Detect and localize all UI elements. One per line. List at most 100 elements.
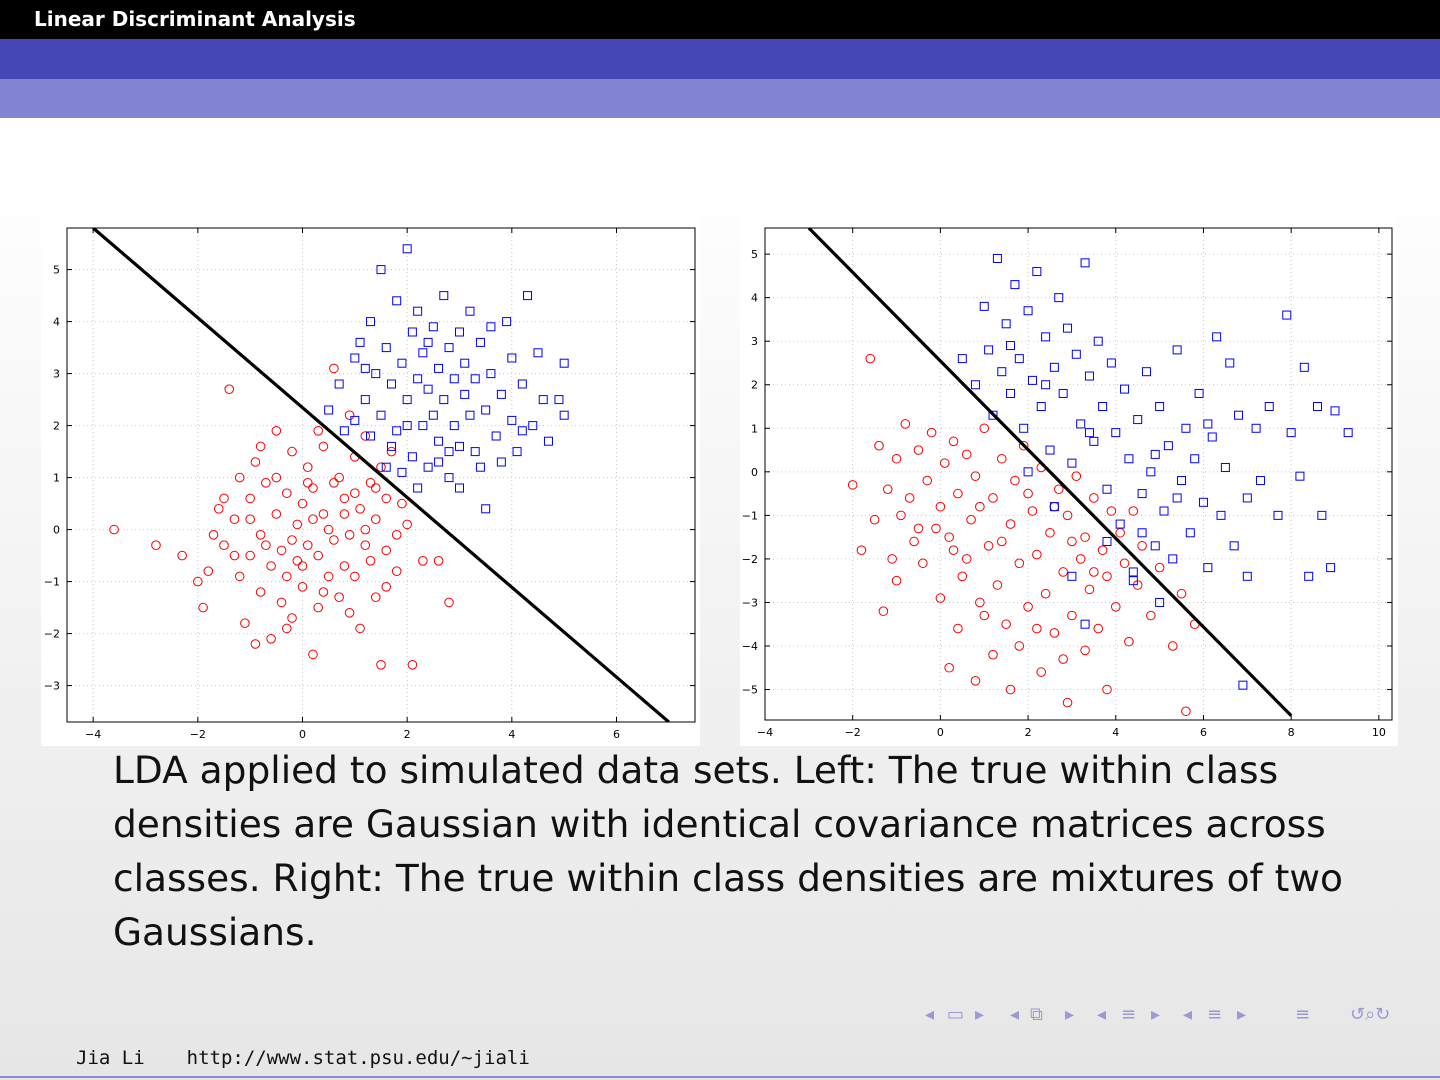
- nav-frame-icon[interactable]: ▭: [947, 1004, 965, 1025]
- nav-subsection-icon[interactable]: ⧉: [1030, 1004, 1043, 1025]
- data-point-square: [517, 426, 527, 436]
- data-point-square: [1326, 563, 1336, 573]
- data-point-square: [1295, 471, 1305, 481]
- data-point-circle: [970, 471, 981, 481]
- data-point-circle: [234, 472, 245, 483]
- y-tick-label: 5: [53, 264, 60, 277]
- nav-next-section-icon[interactable]: ▸: [1151, 1004, 1161, 1025]
- data-point-circle: [245, 493, 255, 504]
- x-tick-label: −4: [85, 728, 101, 741]
- data-point-square: [1067, 458, 1077, 468]
- data-point-circle: [865, 353, 876, 364]
- data-point-circle: [992, 580, 1003, 590]
- data-point-square: [360, 363, 370, 373]
- data-point-square: [496, 457, 506, 467]
- data-point-square: [1198, 497, 1208, 507]
- data-point-square: [1133, 415, 1143, 425]
- data-point-square: [1229, 541, 1239, 551]
- data-point-circle: [926, 427, 937, 438]
- data-point-square: [1203, 563, 1213, 573]
- data-point-circle: [229, 514, 240, 525]
- nav-next-slide-icon[interactable]: ▸: [1237, 1004, 1247, 1025]
- data-point-square: [418, 348, 428, 358]
- data-point-square: [512, 447, 522, 457]
- data-point-circle: [913, 445, 924, 455]
- data-point-square: [1177, 476, 1187, 486]
- nav-next-subsection-icon[interactable]: ▸: [1065, 1004, 1075, 1025]
- data-point-circle: [966, 514, 976, 525]
- nav-prev-slide-icon[interactable]: ◂: [1183, 1004, 1193, 1025]
- nav-next-frame-icon[interactable]: ▸: [975, 1004, 985, 1025]
- data-point-square: [449, 421, 459, 431]
- data-point-circle: [939, 458, 950, 468]
- nav-prev-section-icon[interactable]: ◂: [1097, 1004, 1107, 1025]
- data-point-square: [381, 343, 391, 353]
- data-point-circle: [234, 571, 245, 582]
- data-point-circle: [334, 592, 344, 603]
- data-point-square: [1242, 571, 1252, 581]
- data-point-square: [1102, 484, 1112, 494]
- data-point-circle: [360, 431, 371, 441]
- nav-section-icon[interactable]: ≡: [1121, 1004, 1137, 1025]
- y-tick-label: −2: [44, 628, 60, 641]
- nav-prev-frame-icon[interactable]: ◂: [925, 1004, 935, 1025]
- y-tick-label: 4: [751, 292, 758, 305]
- data-point-square: [423, 462, 433, 472]
- data-point-square: [324, 405, 334, 415]
- footer-url[interactable]: http://www.stat.psu.edu/∼jiali: [186, 1047, 530, 1069]
- data-point-square: [507, 415, 517, 425]
- data-point-square: [371, 369, 381, 379]
- data-point-circle: [245, 514, 255, 525]
- data-point-circle: [308, 514, 318, 525]
- data-point-circle: [339, 493, 350, 504]
- data-point-square: [1141, 367, 1151, 377]
- data-point-circle: [302, 478, 313, 488]
- data-point-square: [1111, 428, 1121, 438]
- data-point-circle: [381, 493, 392, 504]
- data-point-circle: [287, 613, 297, 623]
- data-point-circle: [878, 606, 889, 616]
- data-point-square: [984, 345, 994, 355]
- data-point-square: [1168, 554, 1178, 564]
- data-point-square: [1032, 267, 1042, 277]
- data-point-square: [1128, 576, 1138, 586]
- nav-prev-subsection-icon[interactable]: ◂: [1010, 1004, 1020, 1025]
- data-point-circle: [975, 597, 985, 608]
- data-point-square: [334, 379, 344, 389]
- data-point-square: [1080, 258, 1090, 268]
- data-point-square: [381, 462, 391, 472]
- header-band-light: [0, 79, 1440, 118]
- nav-slide-icon[interactable]: ≡: [1207, 1004, 1223, 1025]
- data-point-circle: [381, 582, 392, 592]
- data-point-square: [1190, 454, 1200, 464]
- data-point-circle: [988, 493, 998, 503]
- data-point-circle: [282, 488, 292, 499]
- x-tick-label: 4: [508, 728, 515, 741]
- scatter-plot-left: −4 −2 0 2 4 6 −3 −2 −1 0 1 2 3 4 5: [41, 215, 700, 746]
- data-point-square: [1242, 493, 1252, 503]
- data-point-circle: [975, 501, 985, 512]
- data-point-square: [988, 410, 998, 420]
- plot-area: [807, 228, 1353, 717]
- data-point-square: [460, 358, 470, 368]
- data-point-square: [434, 457, 444, 467]
- data-point-circle: [193, 576, 203, 587]
- data-point-circle: [1032, 549, 1042, 560]
- nav-search-icon[interactable]: ↺⌕↻: [1350, 1004, 1391, 1025]
- nav-toc-icon[interactable]: ≡: [1295, 1004, 1311, 1025]
- data-point-square: [1063, 323, 1073, 333]
- axes-frame: [764, 227, 1393, 721]
- data-point-circle: [255, 441, 266, 452]
- data-point-circle: [1014, 558, 1025, 569]
- data-point-circle: [219, 493, 229, 504]
- data-point-square: [444, 447, 454, 457]
- data-point-circle: [318, 441, 329, 452]
- data-point-circle: [1010, 475, 1020, 486]
- data-point-circle: [370, 483, 381, 493]
- data-point-square: [1172, 345, 1182, 355]
- data-point-square: [465, 306, 475, 316]
- data-point-square: [397, 467, 407, 477]
- data-point-circle: [224, 384, 235, 394]
- data-point-circle: [444, 597, 454, 608]
- data-point-circle: [266, 561, 276, 571]
